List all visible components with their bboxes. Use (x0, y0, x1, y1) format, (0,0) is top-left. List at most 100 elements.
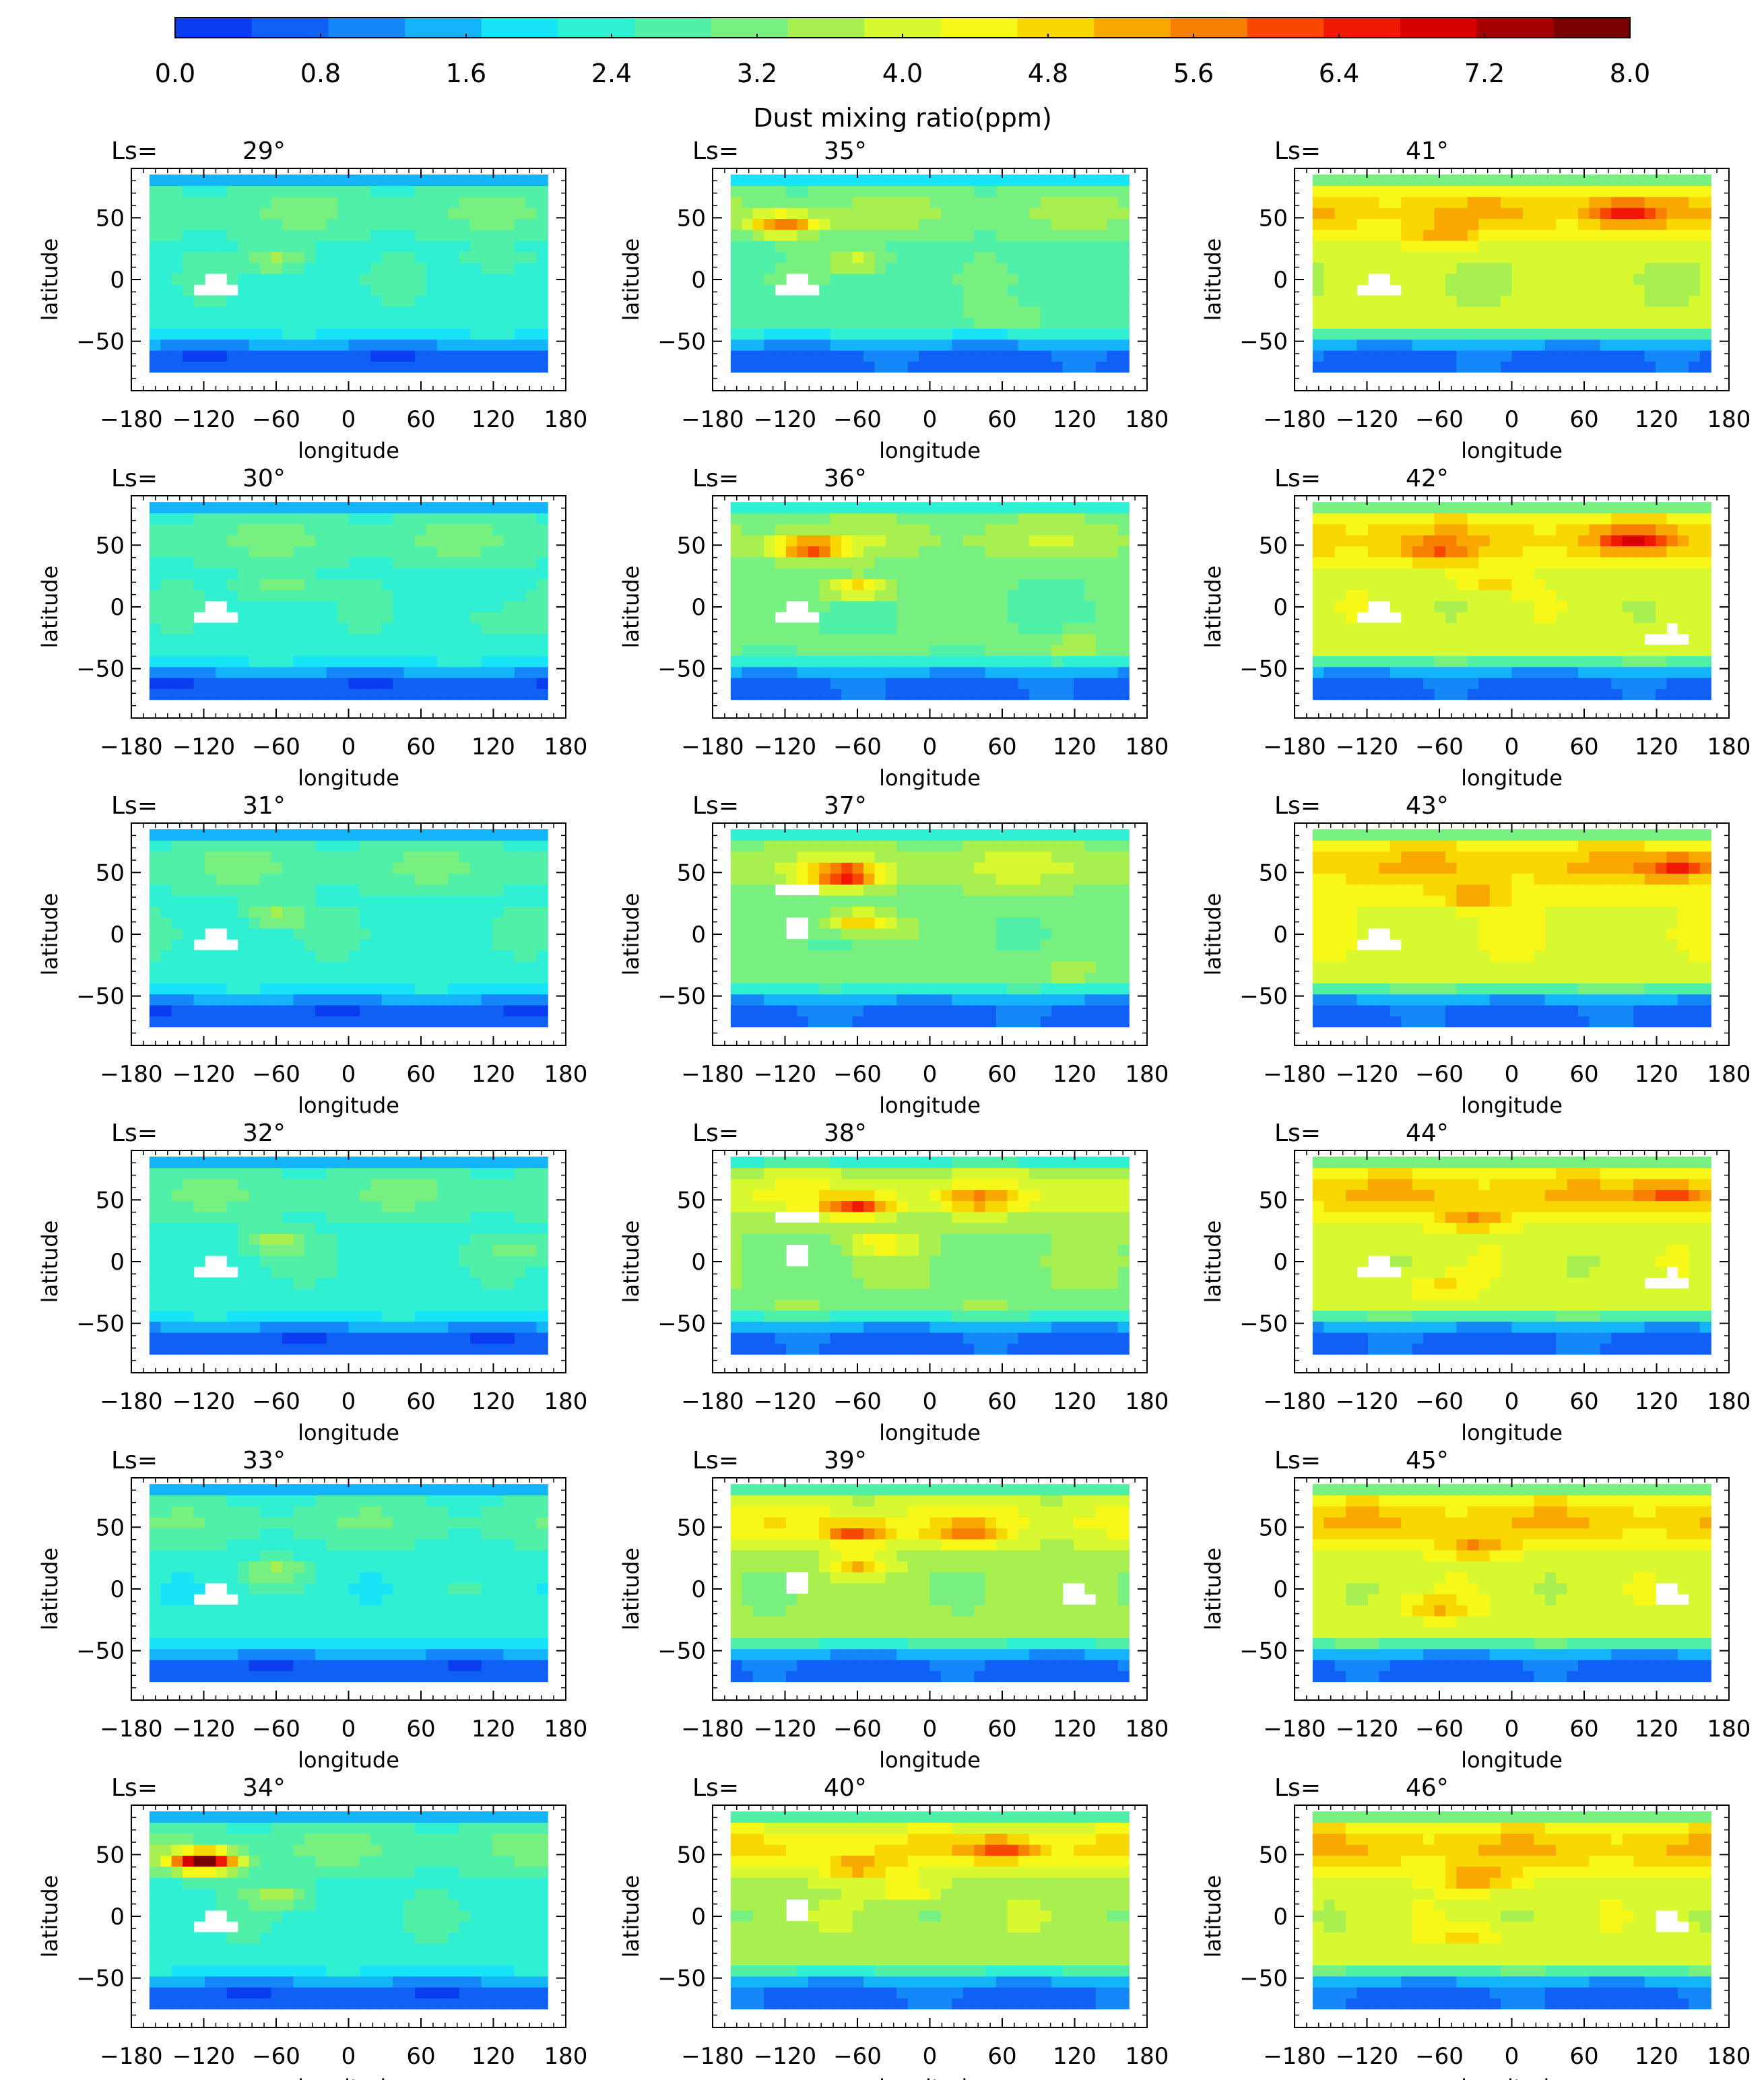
dust-cell (160, 1932, 172, 1944)
dust-cell (204, 174, 217, 187)
dust-cell (503, 1833, 515, 1845)
dust-cell (470, 196, 482, 208)
dust-cell (481, 1582, 493, 1594)
dust-cell (226, 1899, 238, 1911)
dust-cell (204, 1888, 217, 1900)
dust-cell (226, 1277, 238, 1289)
dust-cell (204, 328, 217, 340)
dust-cell (282, 1954, 294, 1966)
dust-cell (149, 1561, 161, 1573)
dust-cell (282, 1659, 294, 1671)
dust-cell (249, 688, 261, 701)
dust-cell (271, 196, 283, 208)
dust-cell (304, 1505, 316, 1518)
dust-cell (514, 1549, 526, 1561)
dust-cell (775, 306, 787, 318)
dust-cell (149, 317, 161, 329)
dust-cell (160, 917, 172, 929)
dust-cell (492, 1277, 504, 1289)
dust-cell (337, 1310, 350, 1322)
dust-cell (282, 873, 294, 885)
x-axis-label: longitude (298, 1420, 399, 1445)
dust-cell (492, 502, 504, 514)
dust-cell (514, 983, 526, 995)
dust-cell (348, 1833, 360, 1845)
dust-cell (370, 1517, 383, 1529)
dust-cell (525, 983, 537, 995)
dust-cell (403, 645, 416, 657)
dust-cell (481, 1844, 493, 1856)
dust-cell (403, 950, 416, 962)
dust-cell (415, 218, 427, 230)
dust-cell (426, 284, 438, 296)
dust-cell (226, 1538, 238, 1551)
dust-cell (381, 1211, 393, 1223)
x-tick-label: 60 (406, 2043, 435, 2070)
dust-cell (204, 535, 217, 547)
dust-cell (370, 1648, 383, 1660)
dust-cell (171, 994, 183, 1006)
dust-cell (525, 873, 537, 885)
dust-cell (204, 1670, 217, 1683)
dust-cell (216, 1670, 228, 1683)
dust-cell (775, 328, 787, 340)
dust-cell (326, 1976, 338, 1988)
dust-cell (271, 1986, 283, 1998)
dust-cell (459, 1855, 471, 1867)
dust-cell (359, 612, 372, 624)
dust-cell (183, 207, 195, 220)
dust-cell (426, 1998, 438, 2010)
dust-cell (249, 1222, 261, 1234)
dust-cell (226, 535, 238, 547)
dust-cell (304, 1299, 316, 1311)
dust-cell (525, 1627, 537, 1639)
dust-cell (885, 273, 897, 285)
colorbar-swatch (1324, 18, 1401, 38)
dust-cell (514, 1986, 526, 1998)
dust-cell (149, 1255, 161, 1267)
dust-cell (337, 1582, 350, 1594)
dust-cell (171, 185, 183, 197)
dust-cell (326, 1844, 338, 1856)
dust-cell (470, 1505, 482, 1518)
dust-cell (514, 600, 526, 612)
dust-cell (525, 1954, 537, 1966)
dust-cell (426, 1943, 438, 1955)
dust-cell (149, 873, 161, 885)
dust-cell (304, 339, 316, 351)
dust-cell (293, 207, 305, 220)
dust-cell (514, 1811, 526, 1823)
dust-cell (808, 361, 820, 373)
dust-cell (370, 622, 383, 635)
dust-cell (193, 1517, 205, 1529)
dust-cell (226, 251, 238, 263)
dust-cell (348, 895, 360, 907)
dust-cell (514, 1016, 526, 1028)
dust-cell (470, 361, 482, 373)
dust-cell (525, 622, 537, 635)
dust-cell (503, 1222, 515, 1234)
dust-cell (415, 612, 427, 624)
dust-cell (304, 1211, 316, 1223)
dust-cell (459, 1321, 471, 1333)
dust-cell (470, 1670, 482, 1683)
dust-cell (183, 906, 195, 918)
dust-cell (403, 1222, 416, 1234)
dust-cell (536, 655, 548, 668)
dust-cell (536, 1648, 548, 1660)
dust-cell (481, 1910, 493, 1922)
dust-cell (348, 1877, 360, 1889)
dust-cell (393, 1167, 405, 1179)
dust-cell (183, 1299, 195, 1311)
dust-cell (536, 884, 548, 896)
dust-cell (885, 295, 897, 307)
dust-cell (536, 1244, 548, 1256)
dust-cell (415, 523, 427, 535)
dust-cell (171, 1833, 183, 1845)
dust-cell (403, 612, 416, 624)
dust-cell (160, 556, 172, 568)
dust-cell (381, 873, 393, 885)
dust-cell (1062, 350, 1074, 362)
x-axis-label: longitude (298, 1093, 399, 1118)
dust-cell (448, 229, 460, 241)
